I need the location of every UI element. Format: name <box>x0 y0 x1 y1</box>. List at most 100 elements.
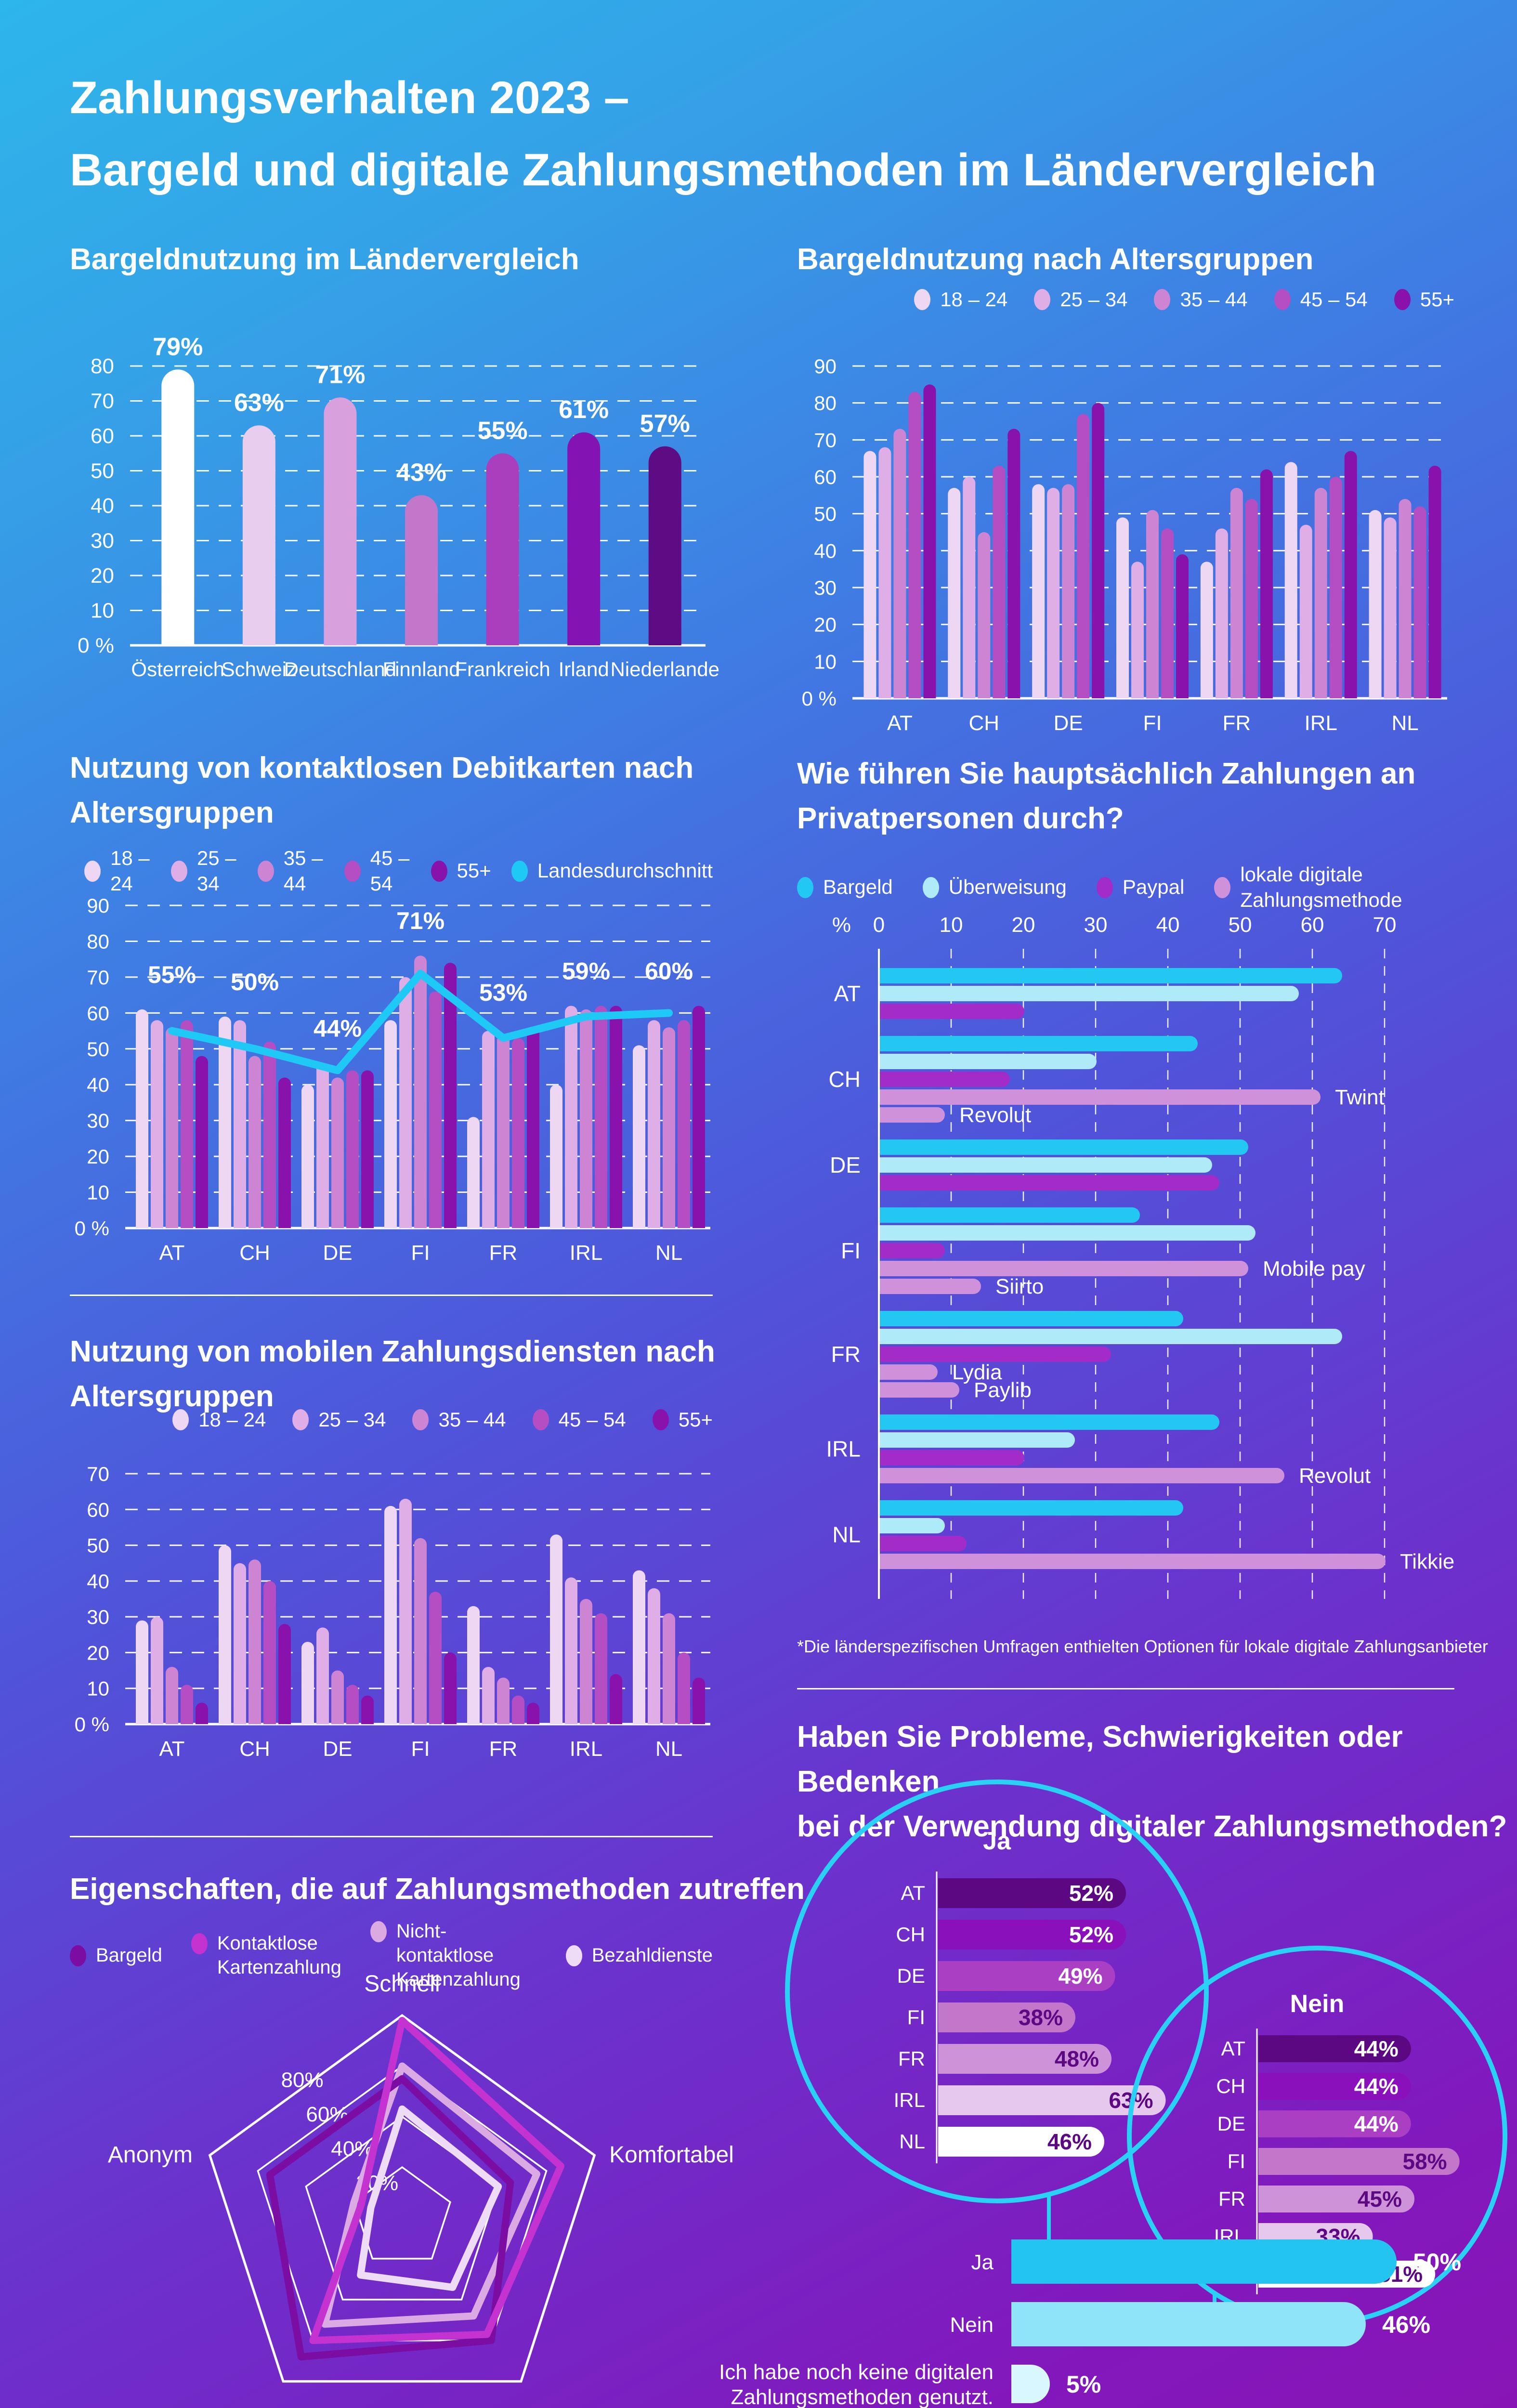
bar-DE-45 – 54 <box>346 1685 359 1724</box>
y-tick-label: 30 <box>814 576 837 599</box>
y-tick-label: 70 <box>814 429 837 451</box>
bar-DE-35 – 44 <box>1062 484 1075 698</box>
legend-item-nicht-kontaktlose: Nicht-kontaktlose Kartenzahlung <box>370 1919 537 1991</box>
bar-FR-45 – 54 <box>512 1038 524 1228</box>
bar-IRL-45 – 54 <box>595 1006 607 1228</box>
row-label: Zahlungsmethoden genutzt. <box>731 2385 994 2408</box>
section-title-contactless-debit: Nutzung von kontaktlosen Debitkarten nac… <box>70 746 693 835</box>
bar-IRL-25 – 34 <box>1299 524 1312 698</box>
legend-item--berweisung: Überweisung <box>922 875 1067 900</box>
legend-label: 25 – 34 <box>1060 288 1128 311</box>
bar-IRL-Bargeld <box>880 1414 1219 1430</box>
legend-item-45-54: 45 – 54 <box>1274 287 1368 313</box>
bar-IRL-35 – 44 <box>580 1599 592 1724</box>
bar-DE-55+ <box>1092 403 1105 698</box>
bar-FI-Überweisung <box>880 1225 1255 1241</box>
legend-item-35-44: 35 – 44 <box>412 1407 506 1433</box>
bar-FR-55+ <box>527 1027 539 1228</box>
bar-AT-18 – 24 <box>136 1009 148 1228</box>
bar-FR-45 – 54 <box>512 1695 524 1724</box>
bar-NL-lokale digitale Zahlungsmethode <box>880 1554 1386 1569</box>
bar-DE-45 – 54 <box>1077 414 1090 698</box>
annotation-Paylib: Paylib <box>974 1378 1032 1402</box>
axis-label-Schnell: Schnell <box>364 1971 440 1997</box>
bar-FI-45 – 54 <box>429 991 442 1228</box>
average-line <box>168 969 673 1074</box>
y-tick-label: 10 <box>91 599 114 623</box>
bar-IRL-Paypal <box>880 1450 1024 1466</box>
y-tick-label: 30 <box>87 1606 109 1628</box>
x-label-NL: NL <box>655 1241 682 1265</box>
bar-FI-25 – 34 <box>1131 562 1144 698</box>
group-title-Nein: Nein <box>1290 1990 1345 2018</box>
series-Kontaktlose Kartenzahlung <box>309 2017 564 2344</box>
bar-FR-35 – 44 <box>497 1677 510 1724</box>
legend-attributes: Bargeld Kontaktlose Kartenzahlung Nicht-kon… <box>70 1919 713 1991</box>
x-label-NL: NL <box>1391 711 1418 735</box>
divider-left-1 <box>70 1295 713 1296</box>
bar-FR-18 – 24 <box>1200 562 1213 698</box>
series-Bargeld <box>266 2075 514 2361</box>
bar-FI-18 – 24 <box>1116 517 1129 698</box>
legend-dot-icon <box>84 860 101 882</box>
bar-Nein <box>1011 2302 1366 2346</box>
value-label-Nein-FI: 58% <box>1403 2149 1447 2174</box>
legend-dot-icon <box>370 1921 387 1942</box>
y-tick-label: 0 % <box>75 1713 109 1736</box>
legend-dot-icon <box>70 1945 86 1966</box>
chart-cash-by-country: 0 % 10 20 30 40 50 60 70 80 ÖsterreichSchweizDeut… <box>78 333 719 681</box>
y-tick-label: 50 <box>87 1534 109 1557</box>
bar-AT-35 – 44 <box>166 1027 178 1228</box>
legend-dot-icon <box>412 1409 429 1431</box>
value-label-Ja-FR: 48% <box>1055 2046 1099 2071</box>
x-label-Irland: Irland <box>559 658 609 681</box>
legend-dot-icon <box>1274 289 1291 311</box>
chart-concerns-total: Ja 50% Nein 46% Ich habe noch keine digitale… <box>719 2239 1461 2408</box>
bar-AT-55+ <box>196 1702 208 1724</box>
x-label-IRL: IRL <box>570 1241 602 1265</box>
x-label-FR: FR <box>489 1241 518 1265</box>
x-tick-label: 50 <box>1229 913 1252 937</box>
legend-label: 45 – 54 <box>558 1408 626 1431</box>
chart-p2p-payments: % 0 10 20 30 40 50 60 70 AT CH Twint Revolut DE FI Mobi… <box>826 913 1454 1599</box>
country-label-IRL: IRL <box>894 2089 925 2111</box>
bar-DE-25 – 34 <box>1047 488 1060 698</box>
legend-label: 45 – 54 <box>370 847 410 895</box>
bar-FI-45 – 54 <box>1161 528 1174 698</box>
bar-FI-25 – 34 <box>399 1499 412 1724</box>
value-label-Niederlande: 57% <box>640 410 690 438</box>
legend-item-bargeld: Bargeld <box>70 1943 162 1967</box>
y-tick-label: 10 <box>814 650 837 673</box>
legend-item-paypal: Paypal <box>1096 875 1184 900</box>
legend-label: Bargeld <box>96 1945 162 1966</box>
value-label-Frankreich: 55% <box>478 417 528 445</box>
x-label-CH: CH <box>239 1737 270 1761</box>
bar-AT-25 – 34 <box>151 1020 163 1228</box>
bar-CH-35 – 44 <box>978 532 991 698</box>
y-tick-label: 50 <box>814 503 837 525</box>
bar-NL-55+ <box>1428 466 1441 698</box>
bar-DE-Überweisung <box>880 1157 1212 1173</box>
bar-IRL-35 – 44 <box>580 1009 592 1228</box>
legend-item-55+: 55+ <box>431 858 491 884</box>
bar-Irland <box>567 432 601 645</box>
annotation-Lydia: Lydia <box>952 1361 1002 1384</box>
bar-NL-45 – 54 <box>678 1652 690 1724</box>
x-label-Niederlande: Niederlande <box>610 658 719 681</box>
line-label-AT: 55% <box>148 961 196 988</box>
bar-DE-55+ <box>361 1695 374 1724</box>
bar-FR-55+ <box>1260 469 1273 698</box>
y-tick-label: 40 <box>87 1073 109 1096</box>
bar-IRL-45 – 54 <box>1329 477 1342 698</box>
country-label-FR: FR <box>1218 2187 1245 2210</box>
value-label-Ja-NL: 46% <box>1047 2129 1092 2154</box>
bar-DE-45 – 54 <box>346 1070 359 1228</box>
bar-FI-Bargeld <box>880 1207 1140 1223</box>
value-label-Nein-FR: 45% <box>1358 2186 1402 2212</box>
y-tick-label: 80 <box>814 392 837 415</box>
legend-label: 18 – 24 <box>198 1408 266 1431</box>
y-tick-label: 0 % <box>802 687 837 710</box>
bar-FI-55+ <box>1176 554 1189 698</box>
bar-DE-25 – 34 <box>316 1627 329 1724</box>
bar-Niederlande <box>648 446 681 645</box>
